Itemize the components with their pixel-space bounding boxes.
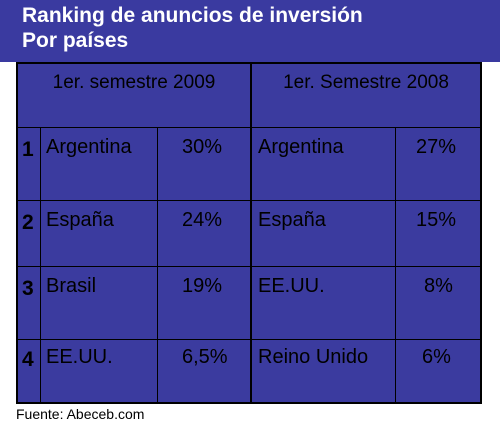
country-2008-row-4: Reino Unido <box>258 346 369 368</box>
source-note: Fuente: Abeceb.com <box>16 406 145 422</box>
value-2008-row-4: 6% <box>422 346 451 368</box>
country-2008-row-2: España <box>258 209 326 231</box>
rank-4: 4 <box>22 348 34 371</box>
chart-title: Ranking de anuncios de inversión Por paí… <box>22 3 363 53</box>
rank-2: 2 <box>22 211 34 234</box>
title-line-2: Por países <box>22 29 129 52</box>
value-2009-row-1: 30% <box>182 136 223 158</box>
country-2009-row-1: Argentina <box>46 136 132 158</box>
rank-1: 1 <box>22 138 34 161</box>
value-2008-divider <box>395 127 396 402</box>
value-2009-row-2: 24% <box>182 209 223 231</box>
country-2009-row-2: España <box>46 209 114 231</box>
rank-3: 3 <box>22 277 34 300</box>
ranking-table: 1er. semestre 2009 1er. Semestre 2008 1 … <box>16 62 482 404</box>
column-header-2009: 1er. semestre 2009 <box>52 72 216 93</box>
value-2008-row-2: 15% <box>416 209 457 231</box>
row-separator-1 <box>18 200 480 201</box>
value-2009-divider <box>157 127 158 402</box>
title-band <box>0 0 500 62</box>
value-2008-row-1: 27% <box>416 136 457 158</box>
year-divider <box>250 64 252 402</box>
country-2009-row-4: EE.UU. <box>46 346 113 368</box>
row-separator-3 <box>18 339 480 340</box>
column-header-2008: 1er. Semestre 2008 <box>283 72 449 93</box>
country-2008-row-3: EE.UU. <box>258 275 325 297</box>
header-separator <box>18 127 480 128</box>
country-2009-row-3: Brasil <box>46 275 97 297</box>
rank-column-divider <box>40 127 41 402</box>
row-separator-2 <box>18 266 480 267</box>
value-2008-row-3: 8% <box>424 275 453 297</box>
value-2009-row-3: 19% <box>182 275 223 297</box>
value-2009-row-4: 6,5% <box>182 346 228 368</box>
country-2008-row-1: Argentina <box>258 136 344 158</box>
title-line-1: Ranking de anuncios de inversión <box>22 4 363 27</box>
